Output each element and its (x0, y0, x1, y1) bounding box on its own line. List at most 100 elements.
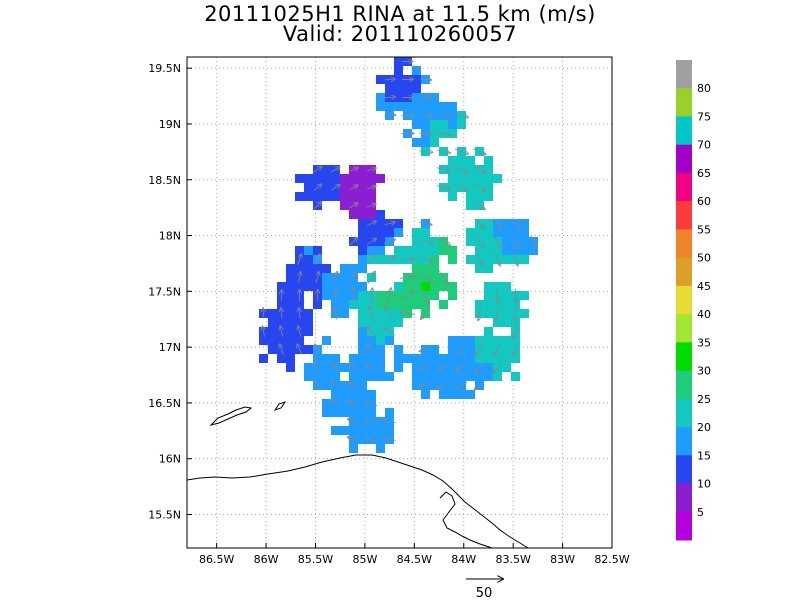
wind-cell (421, 372, 430, 381)
wind-cell (322, 363, 331, 372)
wind-cell (295, 282, 304, 291)
wind-vector (515, 288, 516, 303)
wind-vector (349, 168, 358, 172)
wind-cell (502, 300, 511, 309)
wind-cell (367, 228, 376, 237)
wind-cell (376, 255, 385, 264)
wind-cell (412, 102, 421, 111)
colorbar-swatch (676, 144, 692, 174)
wind-vector (383, 420, 396, 422)
wind-cell (358, 309, 367, 318)
wind-cell (511, 300, 520, 309)
wind-vector (298, 326, 301, 337)
wind-vector (418, 256, 432, 262)
wind-cell (376, 417, 385, 426)
wind-cell (448, 174, 457, 183)
wind-cell (412, 75, 421, 84)
wind-cell (394, 84, 403, 93)
colorbar-swatch (676, 342, 692, 372)
wind-cell (304, 192, 313, 201)
lat-tick-label: 18N (159, 230, 181, 243)
wind-cell (358, 417, 367, 426)
wind-cell (412, 93, 421, 102)
wind-vector (280, 326, 283, 337)
wind-cell (457, 120, 466, 129)
wind-vector (473, 165, 485, 172)
wind-cell (394, 345, 403, 354)
wind-vector (421, 307, 431, 319)
colorbar-swatch (676, 88, 692, 117)
wind-cell (466, 201, 475, 210)
wind-cell (466, 183, 475, 192)
wind-vector (494, 253, 501, 265)
wind-cell (376, 102, 385, 111)
wind-vector (420, 366, 432, 369)
wind-cell (502, 255, 511, 264)
wind-cell (430, 102, 439, 111)
wind-cell (304, 273, 313, 282)
wind-cell (457, 336, 466, 345)
wind-cell (340, 174, 349, 183)
wind-vector (419, 222, 431, 225)
wind-cell (385, 84, 394, 93)
wind-vector (366, 239, 376, 245)
wind-cell (268, 327, 277, 336)
wind-cell (340, 408, 349, 417)
wind-cell (502, 237, 511, 246)
wind-vector (350, 272, 356, 284)
wind-cell (376, 435, 385, 444)
wind-vector (474, 236, 484, 246)
wind-cell (367, 210, 376, 219)
wind-cell (403, 282, 412, 291)
honduras-coastline (187, 454, 529, 548)
reference-vector-label: 50 (476, 586, 493, 600)
wind-cell (493, 336, 502, 345)
wind-cell (376, 75, 385, 84)
wind-cell (466, 390, 475, 399)
wind-cell (502, 354, 511, 363)
wind-cell (448, 363, 457, 372)
wind-cell (358, 354, 367, 363)
wind-cell (493, 174, 502, 183)
wind-cell (367, 318, 376, 327)
wind-cell (376, 210, 385, 219)
wind-vector (420, 347, 432, 352)
wind-cell (421, 354, 430, 363)
lon-tick-label: 84W (451, 553, 476, 566)
wind-vector (496, 306, 498, 320)
wind-cell (268, 345, 277, 354)
wind-cell (511, 354, 520, 363)
wind-cell (322, 264, 331, 273)
wind-cell (403, 102, 412, 111)
wind-cell (385, 102, 394, 111)
wind-cell (277, 318, 286, 327)
colorbar-label: 50 (697, 252, 711, 265)
wind-cell (520, 309, 529, 318)
wind-cell (466, 372, 475, 381)
wind-cell (313, 246, 322, 255)
wind-vector (456, 381, 468, 388)
wind-cell (484, 246, 493, 255)
wind-cell (331, 390, 340, 399)
wind-cell (295, 192, 304, 201)
wind-cell (466, 336, 475, 345)
lon-tick-label: 83.5W (495, 553, 530, 566)
wind-vector (515, 306, 517, 320)
wind-cell (304, 345, 313, 354)
wind-vector (365, 438, 378, 442)
wind-cell (511, 336, 520, 345)
wind-cell (466, 354, 475, 363)
wind-vector (349, 185, 357, 190)
wind-cell (430, 129, 439, 138)
wind-cell (331, 174, 340, 183)
wind-cell (340, 363, 349, 372)
wind-cell (367, 336, 376, 345)
wind-cell (385, 426, 394, 435)
wind-vector (331, 400, 341, 408)
wind-cell (457, 354, 466, 363)
wind-vector (384, 328, 396, 336)
wind-cell (376, 336, 385, 345)
roatan-island (209, 406, 253, 426)
wind-cell (439, 120, 448, 129)
wind-cell (367, 354, 376, 363)
